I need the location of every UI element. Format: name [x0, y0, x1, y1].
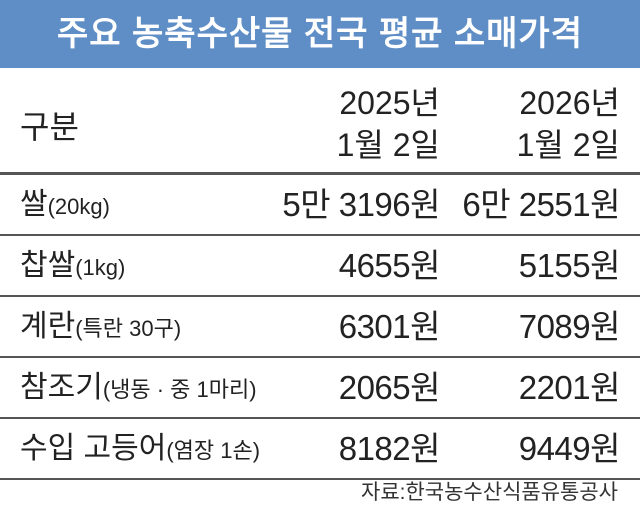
- item-name: 계란(특란 30구): [20, 297, 181, 358]
- price: 5만 3196원: [282, 186, 440, 223]
- header-line: 1월 2일: [336, 127, 440, 163]
- header-label: 구분: [20, 109, 79, 145]
- price: 9449원: [518, 430, 621, 467]
- item-unit: (염장 1손): [166, 438, 261, 463]
- table-row: 찹쌀(1kg) 4655원 5155원: [0, 236, 640, 297]
- item-unit: (특란 30구): [75, 316, 182, 341]
- price: 6301원: [338, 308, 441, 345]
- price: 2201원: [518, 369, 621, 406]
- item-unit: (20kg): [47, 194, 110, 219]
- source: 자료:한국농수산식품유통공사: [361, 481, 618, 504]
- item-label: 수입 고등어: [20, 432, 167, 465]
- price: 5155원: [518, 247, 621, 284]
- price: 4655원: [338, 247, 441, 284]
- item-label: 참조기: [20, 371, 103, 404]
- table-row: 계란(특란 30구) 6301원 7089원: [0, 297, 640, 358]
- item-label: 쌀: [20, 188, 48, 221]
- item-name: 수입 고등어(염장 1손): [20, 419, 260, 480]
- item-unit: (1kg): [75, 255, 126, 280]
- price: 6만 2551원: [462, 186, 620, 223]
- header-line: 2026년: [519, 85, 620, 121]
- price: 8182원: [338, 430, 441, 467]
- item-name: 찹쌀(1kg): [20, 236, 125, 297]
- table-row: 쌀(20kg) 5만 3196원 6만 2551원: [0, 175, 640, 236]
- table-header: 구분 2025년 1월 2일 2026년 1월 2일: [0, 68, 640, 175]
- table-row: 수입 고등어(염장 1손) 8182원 9449원: [0, 419, 640, 480]
- title: 주요 농축수산물 전국 평균 소매가격: [0, 0, 640, 68]
- header-line: 2025년: [339, 85, 440, 121]
- item-label: 찹쌀: [20, 249, 76, 282]
- item-label: 계란: [20, 310, 76, 343]
- header-column: 2026년 1월 2일: [517, 82, 620, 166]
- item-name: 쌀(20kg): [20, 175, 110, 236]
- header-column: 2025년 1월 2일: [337, 82, 440, 166]
- header-line: 1월 2일: [516, 127, 620, 163]
- item-name: 참조기(냉동 · 중 1마리): [20, 358, 257, 419]
- table-row: 참조기(냉동 · 중 1마리) 2065원 2201원: [0, 358, 640, 419]
- item-unit: (냉동 · 중 1마리): [102, 377, 257, 402]
- price: 7089원: [518, 308, 621, 345]
- price: 2065원: [338, 369, 441, 406]
